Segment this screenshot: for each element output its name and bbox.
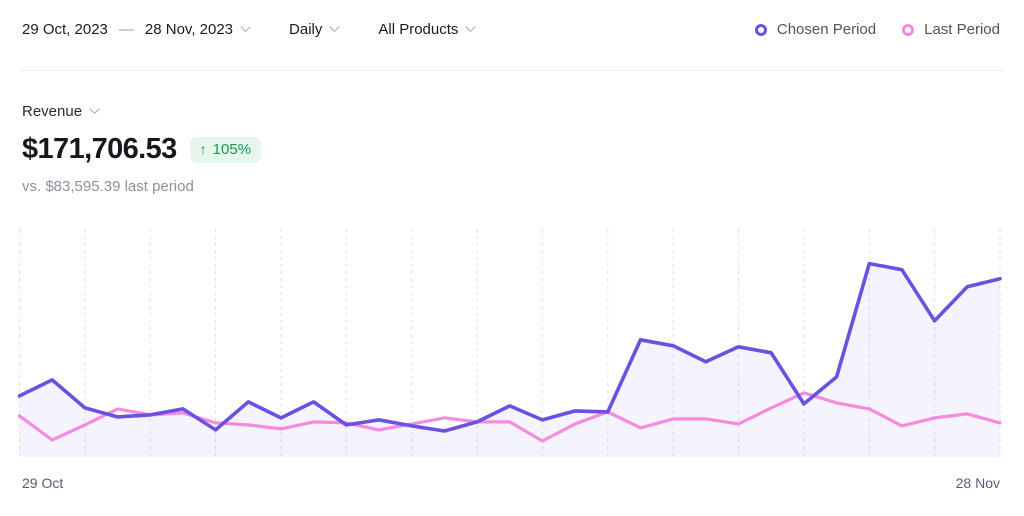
revenue-line-chart[interactable]: [0, 225, 1024, 465]
x-axis-labels: 29 Oct 28 Nov: [22, 475, 1000, 491]
chosen-period-line: [17, 261, 1002, 433]
x-axis-first-tick: 29 Oct: [22, 475, 64, 491]
granularity-selector[interactable]: Daily: [289, 21, 340, 38]
chevron-down-icon: [465, 22, 476, 33]
chosen-period-marker-icon: [754, 23, 767, 36]
date-range-selector[interactable]: 29 Oct, 2023 — 28 Nov, 2023: [22, 21, 251, 38]
change-percent: 105%: [212, 140, 252, 158]
arrow-up-icon: ↑: [199, 141, 207, 157]
last-period-line: [17, 391, 1002, 443]
metric-block: Revenue $171,706.53 ↑ 105% vs. $83,595.3…: [22, 103, 262, 195]
product-filter-label: All Products: [378, 21, 459, 38]
legend-chosen-period[interactable]: Chosen Period: [754, 21, 877, 38]
chosen-period-area: [19, 263, 1000, 457]
metric-value-row: $171,706.53 ↑ 105%: [22, 133, 262, 166]
product-filter-selector[interactable]: All Products: [378, 21, 476, 38]
date-range-end: 28 Nov, 2023: [144, 21, 234, 38]
chart-legend: Chosen Period Last Period: [754, 21, 1000, 38]
legend-chosen-label: Chosen Period: [776, 21, 877, 38]
metric-name: Revenue: [22, 103, 83, 120]
chevron-down-icon: [240, 22, 251, 33]
metric-value: $171,706.53: [22, 133, 177, 165]
date-range-separator: —: [118, 21, 134, 38]
x-axis-last-tick: 28 Nov: [955, 475, 1000, 491]
header-divider: [20, 70, 1004, 71]
metric-selector[interactable]: Revenue: [22, 103, 100, 120]
last-period-marker-icon: [902, 23, 915, 36]
filter-group: 29 Oct, 2023 — 28 Nov, 2023 Daily All Pr…: [22, 21, 476, 38]
chart-gridlines: [19, 229, 1001, 457]
chevron-down-icon: [89, 104, 100, 115]
date-range-start: 29 Oct, 2023: [22, 21, 108, 38]
toolbar: 29 Oct, 2023 — 28 Nov, 2023 Daily All Pr…: [0, 0, 1024, 38]
comparison-text: vs. $83,595.39 last period: [22, 178, 194, 195]
legend-last-label: Last Period: [924, 21, 1000, 38]
change-badge: ↑ 105%: [189, 136, 262, 163]
legend-last-period[interactable]: Last Period: [902, 21, 1000, 38]
chevron-down-icon: [329, 22, 340, 33]
granularity-label: Daily: [289, 21, 323, 38]
